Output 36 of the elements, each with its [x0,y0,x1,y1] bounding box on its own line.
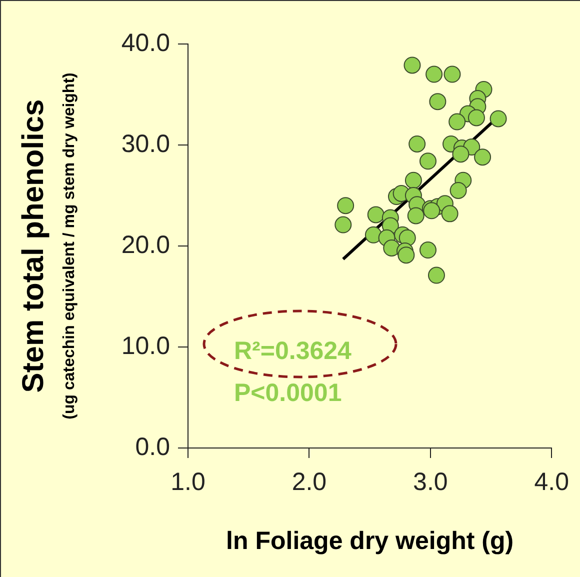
x-tick-label: 1.0 [170,468,206,496]
y-tick-label: 0.0 [135,432,170,461]
y-tick-label: 40.0 [121,28,170,57]
point [404,56,421,74]
y-tick-label: 10.0 [121,332,170,360]
point [407,207,424,224]
point [490,110,507,128]
point [419,242,436,259]
annotation: P<0.0001 [234,379,342,407]
point [334,216,352,234]
y-tick-label: 20.0 [121,230,170,259]
point [450,182,467,199]
point [426,66,443,83]
point [419,152,436,170]
point [468,109,485,126]
point [444,66,461,83]
point [429,93,446,110]
x-tick-label: 2.0 [292,468,327,496]
point [474,148,492,166]
x-tick-label: 3.0 [413,468,448,496]
point [337,197,354,214]
point [452,146,470,163]
point [398,246,415,264]
point [383,240,400,257]
point [364,226,382,244]
point [408,135,426,152]
annotation: R²=0.3624 [234,337,352,365]
x-axis-title: ln Foliage dry weight (g) [226,526,514,555]
y-tick-label: 30.0 [121,130,170,158]
point [367,206,384,224]
point [448,113,466,130]
point [441,205,458,222]
y-axis-title: Stem total phenolics (ug catechin equivalent / mg stem dry weight) [17,72,78,420]
point [404,172,422,189]
x-tick-label: 4.0 [534,468,570,496]
point [428,266,445,284]
